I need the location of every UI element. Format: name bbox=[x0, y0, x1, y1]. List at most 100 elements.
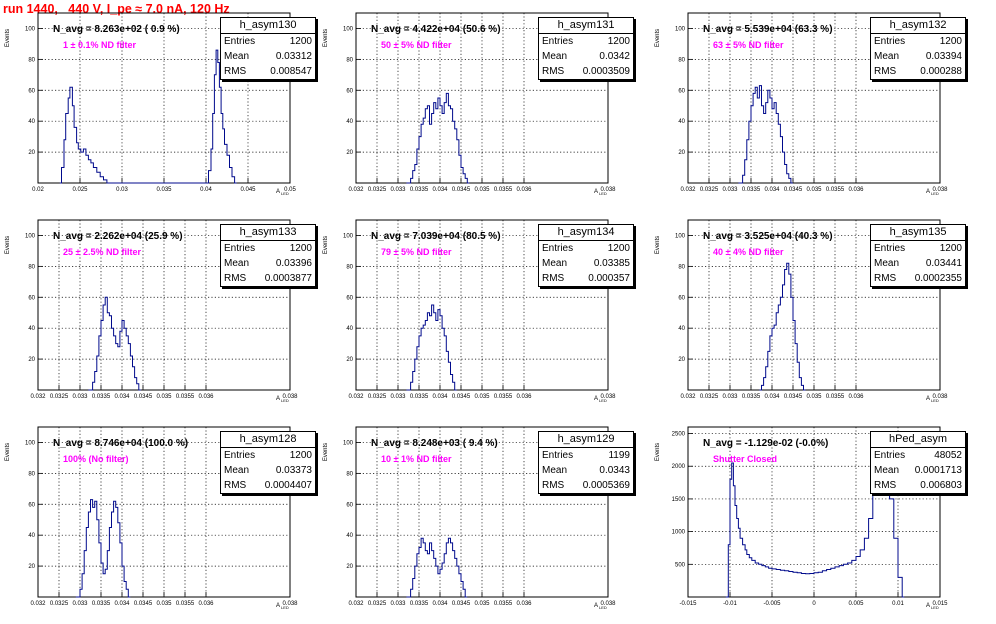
stats-row-entries: Entries 48052 bbox=[871, 448, 965, 463]
stats-value-mean: 0.0342 bbox=[599, 51, 630, 62]
x-tick-label: 0.0345 bbox=[784, 187, 803, 193]
histogram-pad-h_asym132: 0.032 0.0325 0.033 0.0335 0.034 0.0345 0.035 0.… bbox=[650, 0, 966, 200]
x-tick-label: 0.036 bbox=[198, 394, 214, 400]
stats-box: h_asym133 Entries 1200 Mean 0.03396 RMS 0.0003… bbox=[220, 224, 316, 287]
stats-label-mean: Mean bbox=[874, 258, 900, 269]
histogram-plot: 0.032 0.0325 0.033 0.0335 0.034 0.0345 0.035 0.… bbox=[5, 426, 298, 610]
plot-frame bbox=[37, 426, 291, 598]
stats-label-rms: RMS bbox=[874, 66, 897, 77]
navg-label: N_avg = 7.039e+04 (80.5 %) bbox=[371, 231, 501, 242]
histogram-pad-h_asym133: 0.032 0.0325 0.033 0.0335 0.034 0.0345 0.035 0.… bbox=[0, 207, 316, 407]
x-axis-label: ALED bbox=[926, 396, 939, 403]
histogram-plot: 0.032 0.0325 0.033 0.0335 0.034 0.0345 0.035 0.… bbox=[655, 12, 948, 196]
stats-row-rms: RMS 0.0003877 bbox=[221, 271, 315, 286]
histogram-line bbox=[406, 537, 468, 598]
stats-row-mean: Mean 0.0343 bbox=[539, 463, 633, 478]
x-axis-label-main: A bbox=[926, 603, 930, 609]
y-tick-label: 100 bbox=[25, 26, 36, 32]
x-tick-label: 0.0325 bbox=[50, 601, 69, 607]
stats-label-entries: Entries bbox=[224, 243, 256, 254]
stats-row-mean: Mean 0.03373 bbox=[221, 463, 315, 478]
stats-label-rms: RMS bbox=[224, 480, 247, 491]
stats-label-rms: RMS bbox=[874, 480, 897, 491]
y-axis-label: Events bbox=[323, 29, 329, 47]
y-tick-label: 80 bbox=[346, 471, 353, 477]
x-tick-label: 0.04 bbox=[200, 187, 212, 193]
stats-box: h_asym135 Entries 1200 Mean 0.03441 RMS 0.0002… bbox=[870, 224, 966, 287]
y-axis-label: Events bbox=[323, 236, 329, 254]
stats-value-entries: 1200 bbox=[289, 243, 312, 254]
y-tick-label: 1000 bbox=[672, 530, 686, 536]
x-axis-label-subscript: LED bbox=[281, 398, 289, 403]
y-tick-label: 100 bbox=[25, 440, 36, 446]
x-tick-label: 0.032 bbox=[348, 394, 364, 400]
x-tick-label: 0.0345 bbox=[452, 601, 471, 607]
x-axis-label: ALED bbox=[594, 189, 607, 196]
x-tick-label: 0.045 bbox=[240, 187, 256, 193]
stats-row-entries: Entries 1200 bbox=[221, 34, 315, 49]
stats-value-mean: 0.0001713 bbox=[914, 465, 962, 476]
stats-box: h_asym131 Entries 1200 Mean 0.0342 RMS 0.00035… bbox=[538, 17, 634, 80]
x-tick-label: 0.0335 bbox=[742, 187, 761, 193]
stats-label-entries: Entries bbox=[874, 36, 906, 47]
x-axis-label-main: A bbox=[276, 189, 280, 195]
filter-label: 25 ± 2.5% ND filter bbox=[63, 247, 141, 257]
x-tick-label: 0.036 bbox=[198, 601, 214, 607]
x-axis-label-subscript: LED bbox=[281, 605, 289, 610]
x-tick-label: 0.035 bbox=[806, 394, 822, 400]
y-tick-label: 20 bbox=[346, 357, 353, 363]
stats-box: h_asym134 Entries 1200 Mean 0.03385 RMS 0.0003… bbox=[538, 224, 634, 287]
stats-value-rms: 0.008547 bbox=[270, 66, 312, 77]
x-tick-label: 0.0355 bbox=[494, 394, 513, 400]
stats-label-entries: Entries bbox=[874, 450, 906, 461]
x-tick-label: 0.038 bbox=[282, 601, 298, 607]
stats-row-rms: RMS 0.0003509 bbox=[539, 64, 633, 79]
filter-label: 10 ± 1% ND filter bbox=[381, 454, 452, 464]
stats-value-mean: 0.03394 bbox=[925, 51, 962, 62]
y-tick-label: 60 bbox=[28, 502, 35, 508]
y-tick-label: 60 bbox=[678, 295, 685, 301]
navg-label: N_avg = 8.263e+02 ( 0.9 %) bbox=[53, 24, 180, 35]
y-tick-label: 60 bbox=[28, 295, 35, 301]
x-tick-label: 0.033 bbox=[722, 394, 738, 400]
stats-row-rms: RMS 0.008547 bbox=[221, 64, 315, 79]
histogram-line bbox=[406, 92, 470, 184]
x-axis-label: ALED bbox=[276, 603, 289, 610]
stats-box: h_asym129 Entries 1199 Mean 0.0343 RMS 0.00053… bbox=[538, 431, 634, 494]
histogram-plot: 0.032 0.0325 0.033 0.0335 0.034 0.0345 0.035 0.… bbox=[323, 12, 616, 196]
x-tick-label: 0.035 bbox=[806, 187, 822, 193]
x-tick-label: -0.01 bbox=[723, 601, 737, 607]
stats-label-mean: Mean bbox=[542, 465, 568, 476]
x-axis-label: ALED bbox=[926, 603, 939, 610]
x-tick-label: 0.034 bbox=[432, 394, 448, 400]
x-tick-label: 0.0325 bbox=[368, 394, 387, 400]
stats-label-rms: RMS bbox=[542, 480, 565, 491]
y-tick-label: 40 bbox=[678, 326, 685, 332]
stats-value-rms: 0.0003509 bbox=[582, 66, 630, 77]
stats-value-mean: 0.03441 bbox=[925, 258, 962, 269]
histogram-pad-h_asym128: 0.032 0.0325 0.033 0.0335 0.034 0.0345 0.035 0.… bbox=[0, 414, 316, 614]
x-axis-label: ALED bbox=[594, 603, 607, 610]
histogram-plot: 0.032 0.0325 0.033 0.0335 0.034 0.0345 0.035 0.… bbox=[5, 219, 298, 403]
y-tick-label: 20 bbox=[678, 150, 685, 156]
stats-value-entries: 48052 bbox=[934, 450, 962, 461]
x-tick-label: 0.0325 bbox=[700, 394, 719, 400]
stats-box: h_asym132 Entries 1200 Mean 0.03394 RMS 0.0002… bbox=[870, 17, 966, 80]
x-tick-label: 0.035 bbox=[156, 601, 172, 607]
x-tick-label: 0 bbox=[812, 601, 816, 607]
stats-row-mean: Mean 0.03312 bbox=[221, 49, 315, 64]
y-tick-label: 100 bbox=[675, 26, 686, 32]
filter-label: Shutter Closed bbox=[713, 454, 778, 464]
x-tick-label: 0.038 bbox=[600, 394, 616, 400]
histogram-name: h_asym133 bbox=[221, 225, 315, 241]
histogram-line bbox=[759, 262, 806, 391]
x-tick-label: 0.038 bbox=[932, 187, 948, 193]
stats-label-entries: Entries bbox=[542, 243, 574, 254]
stats-value-rms: 0.006803 bbox=[920, 480, 962, 491]
histogram-pad-hPed_asym: -0.015 -0.01 -0.005 0 0.005 0.01 0.015 500 1000 1… bbox=[650, 414, 966, 614]
x-tick-label: 0.033 bbox=[72, 601, 88, 607]
stats-value-rms: 0.0002355 bbox=[914, 273, 962, 284]
stats-value-mean: 0.0343 bbox=[599, 465, 630, 476]
histogram-plot: 0.032 0.0325 0.033 0.0335 0.034 0.0345 0.035 0.… bbox=[655, 219, 948, 403]
x-axis-label-main: A bbox=[594, 396, 598, 402]
